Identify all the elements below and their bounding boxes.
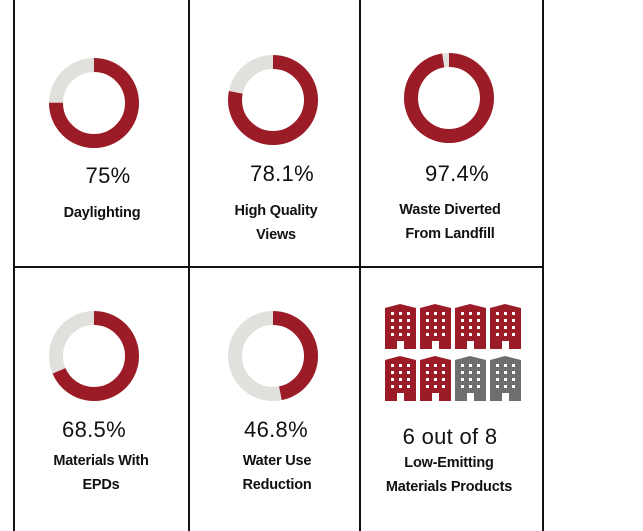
metric-card-low-emitting-products: 6 out of 8 Low-Emitting Materials Produc… xyxy=(361,268,533,531)
metric-label-line: Materials Products xyxy=(385,479,513,495)
donut-chart xyxy=(403,52,495,144)
donut-svg xyxy=(49,311,139,401)
metric-value: 78.1% xyxy=(250,161,314,186)
grid-divider-2 xyxy=(359,0,361,531)
donut-fill-arc xyxy=(49,311,139,401)
metric-label: Waste Diverted From Landfill xyxy=(364,198,536,246)
building-icon xyxy=(385,356,416,401)
building-icon-grid xyxy=(385,304,521,402)
metric-label-line: Daylighting xyxy=(63,205,141,221)
building-icon xyxy=(420,356,451,401)
donut-fill-arc xyxy=(404,53,494,143)
metric-value: 97.4% xyxy=(425,161,489,186)
metric-card-materials-epds: 68.5% Materials With EPDs xyxy=(16,268,188,531)
donut-chart xyxy=(48,57,140,149)
building-icon xyxy=(490,304,521,349)
metric-label-line: From Landfill xyxy=(405,226,495,242)
metric-value: 68.5% xyxy=(62,417,126,442)
metric-label-line: Reduction xyxy=(242,477,312,493)
donut-svg xyxy=(228,55,318,145)
metric-label: Daylighting xyxy=(16,201,188,225)
donut-fill-arc xyxy=(228,311,318,401)
building-icon xyxy=(455,304,486,349)
metric-card-daylighting: 75% Daylighting xyxy=(16,0,188,266)
building-icon xyxy=(385,304,416,349)
metric-label-line: Views xyxy=(256,227,296,243)
donut-chart xyxy=(227,54,319,146)
metric-card-water-use-reduction: 46.8% Water Use Reduction xyxy=(190,268,362,531)
donut-fill-arc xyxy=(228,55,318,145)
metric-label: Low-Emitting Materials Products xyxy=(363,451,535,499)
donut-fill-arc xyxy=(49,58,139,148)
metric-value: 75% xyxy=(85,163,131,188)
metric-label-line: EPDs xyxy=(82,477,120,493)
products-headline: 6 out of 8 xyxy=(402,424,498,449)
metric-label-line: Waste Diverted xyxy=(399,202,501,218)
metric-card-waste-diverted: 97.4% Waste Diverted From Landfill xyxy=(361,0,533,266)
metric-label-line: High Quality xyxy=(234,203,318,219)
building-icon xyxy=(490,356,521,401)
donut-chart xyxy=(48,310,140,402)
grid-divider-middle xyxy=(14,266,544,268)
grid-divider-1 xyxy=(188,0,190,531)
building-icon xyxy=(455,356,486,401)
grid-divider-left xyxy=(13,0,15,531)
metric-label: Materials With EPDs xyxy=(15,449,187,497)
metric-label-line: Materials With xyxy=(53,453,149,469)
donut-svg xyxy=(228,311,318,401)
metric-value: 46.8% xyxy=(244,417,308,442)
building-icon xyxy=(420,304,451,349)
donut-svg xyxy=(404,53,494,143)
metric-label-line: Low-Emitting xyxy=(404,455,494,471)
donut-svg xyxy=(49,58,139,148)
donut-chart xyxy=(227,310,319,402)
metric-label-line: Water Use xyxy=(242,453,312,469)
metric-label: Water Use Reduction xyxy=(191,449,363,497)
metric-card-high-quality-views: 78.1% High Quality Views xyxy=(190,0,362,266)
grid-divider-right xyxy=(542,0,544,531)
metric-label: High Quality Views xyxy=(190,199,362,247)
